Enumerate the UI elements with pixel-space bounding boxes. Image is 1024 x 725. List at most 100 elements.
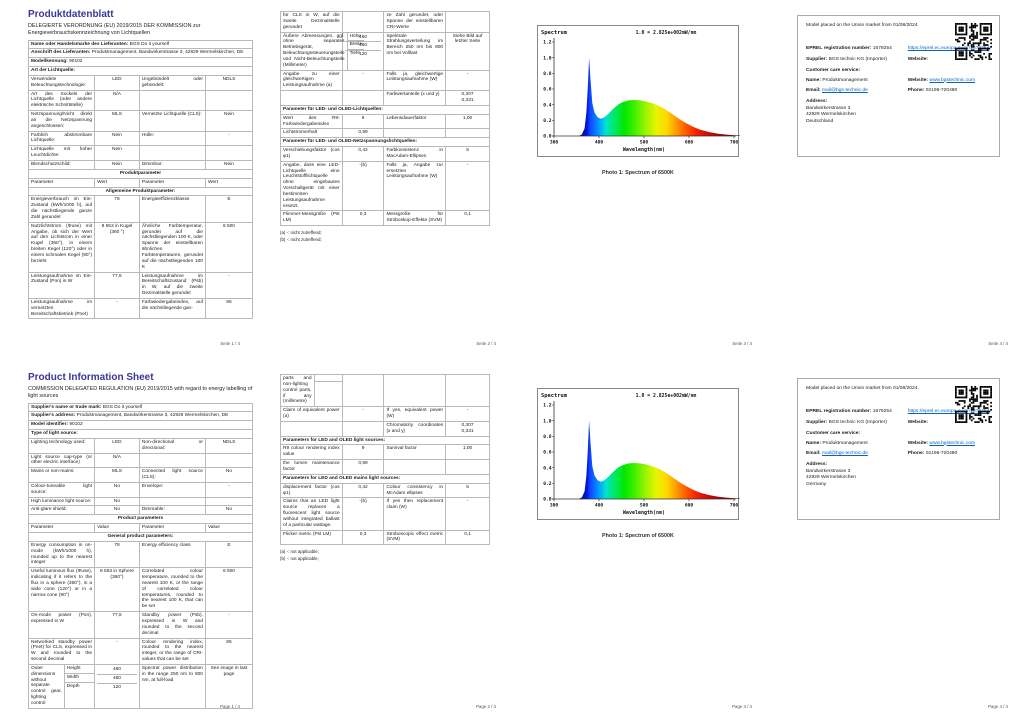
svg-text:Wavelength(nm): Wavelength(nm) xyxy=(623,147,665,153)
svg-text:1.0: 1.0 xyxy=(543,55,552,61)
table-row: Verschiebungsfaktor (cos φ1) 0,42 Farbkons… xyxy=(280,146,490,162)
footnote: (a) -: nicht zutreffend; xyxy=(280,230,322,236)
email-link[interactable]: mail@bgs-technic.de xyxy=(822,451,868,457)
eprel-number-value: 1679254 xyxy=(872,409,892,415)
svg-text:600: 600 xyxy=(685,140,694,146)
table-cell: Spektrale Strahlungsverteilung im Bereic… xyxy=(383,31,447,71)
table-cell: E xyxy=(204,195,254,223)
table-cell: LED xyxy=(94,74,140,91)
table-cell: No xyxy=(204,505,254,516)
table-cell: Wert xyxy=(204,177,254,188)
svg-text:1.0: 1.0 xyxy=(543,418,552,424)
table-cell: Stroboscopic effect metric (SVM) xyxy=(383,529,447,546)
table-cell: Äußere Abmessungen, ggf. ohne separates … xyxy=(280,31,365,71)
address-line: Bandwirkerstrasse 3 xyxy=(806,105,851,111)
page-en-4: Model placed on the Union market from 01… xyxy=(768,363,1024,725)
table-row: displacement factor (cos φ1) 0,42 Colour c… xyxy=(280,482,490,499)
table-cell: Lichtquelle mit hoher Leuchtdichte: xyxy=(27,145,96,161)
table-row: Name oder Handelsmarke des Lieferanten: … xyxy=(28,39,253,50)
footnotes-en: (a) -: not applicable; (b) -: not applic… xyxy=(280,548,490,562)
table-cell: Colour consistency in McAdam ellipses xyxy=(383,482,447,499)
svg-text:300: 300 xyxy=(550,503,559,509)
table-cell: Farbwertanteile (x und y) xyxy=(383,90,447,106)
table-cell: Farblich abstimmbare Lichtquelle: xyxy=(27,130,96,147)
phone-value: 02196-720480 xyxy=(925,451,958,457)
table-cell: Falls ja, Angabe zur ersetzten Leistungs… xyxy=(383,160,447,212)
table-cell: Nein xyxy=(94,130,140,147)
table-cell: parts and non-lighting control parts, if… xyxy=(280,373,343,408)
svg-text:300: 300 xyxy=(550,140,559,146)
table-cell: If yes, equivalent power (W) xyxy=(383,406,447,422)
svg-text:0.4: 0.4 xyxy=(543,102,552,108)
website-link[interactable]: www.bgstechnic.com xyxy=(929,440,976,446)
table-row: Äußere Abmessungen, ggf. ohne separates … xyxy=(280,31,490,71)
table-row: Flimmer-Messgröße (Pst LM) 0,3 Messgröße f… xyxy=(280,210,490,227)
table-cell: No xyxy=(94,505,140,516)
table-cell xyxy=(341,420,385,437)
table-cell: Colour rendering index, rounded to the n… xyxy=(138,637,206,665)
email-link[interactable]: mail@bgs-technic.de xyxy=(822,88,868,94)
table-cell: Farbwiedergabeindex, auf die nächstliege… xyxy=(138,297,206,320)
svg-text:600: 600 xyxy=(685,503,694,509)
eprel-info-box-de: Model placed on the Union market from 01… xyxy=(797,15,1000,157)
chart-caption: Photo 1: Spectrum of 6500K xyxy=(602,170,674,176)
table-cell: R9 colour rendering index value xyxy=(280,444,343,461)
table-cell: 5 xyxy=(445,482,490,499)
svg-text:1.0 = 2.825e+002mW/nm: 1.0 = 2.825e+002mW/nm xyxy=(636,393,697,399)
table-cell: Type of light source: xyxy=(28,429,253,439)
table-cell xyxy=(383,128,447,139)
table-row: Supplier's name or trade mark: BGS Do it… xyxy=(28,402,253,413)
table-cell: Allgemeine Produktparameter: xyxy=(28,186,253,197)
table-cell: Parameter xyxy=(138,523,206,533)
table-cell xyxy=(138,496,206,507)
table-cell: Leistungsaufnahme im Bereitschaftszustan… xyxy=(138,271,206,299)
svg-text:Wavelength(nm): Wavelength(nm) xyxy=(623,510,665,516)
table-cell xyxy=(204,89,254,112)
table-cell: Hülle: xyxy=(138,130,206,147)
table-cell: 5 xyxy=(445,146,490,162)
page-de-4: Model placed on the Union market from 01… xyxy=(768,0,1024,363)
table-row: Art des Sockels der Lichtquelle (oder an… xyxy=(27,89,254,112)
table-cell: Angabe zu einer gleichwertigen Leistungs… xyxy=(280,69,343,92)
page-number: Page 2 / 4 xyxy=(475,704,496,709)
table-cell: -(b) xyxy=(341,497,385,531)
table-cell: Art des Sockels der Lichtquelle (oder an… xyxy=(27,89,96,112)
table-cell: 9 xyxy=(341,444,385,461)
table-row: Nutzlichtstrom (Φuse) mit Angabe, ob sic… xyxy=(27,221,254,273)
table-row: Parameter Wert Parameter Wert xyxy=(27,177,254,188)
eprel-link[interactable]: https://eprel.ec.europa.eu/qr/1679254 xyxy=(907,409,990,415)
table-cell: No xyxy=(94,481,140,498)
table-cell xyxy=(445,373,490,408)
table-cell xyxy=(445,11,490,33)
table-row: Colour-tuneable light source: No Envelope:… xyxy=(27,481,254,498)
table-row: Model identifier: 90102 xyxy=(28,420,253,431)
table-cell: - xyxy=(94,637,140,665)
website-link[interactable]: www.bgstechnic.com xyxy=(929,77,976,83)
supplier-value: BGS technic KG (Importer) xyxy=(828,420,887,426)
table-cell: MLS xyxy=(94,467,140,483)
table-cell: MLS xyxy=(94,110,140,132)
table-cell: 0,3 xyxy=(341,529,385,546)
svg-text:0.2: 0.2 xyxy=(543,118,552,124)
table-cell: Non-directional or directional: xyxy=(138,437,206,454)
svg-text:0.6: 0.6 xyxy=(543,87,552,93)
table-cell: 460 460 120 xyxy=(341,31,385,71)
table-cell: 85 xyxy=(204,637,254,665)
table-row: Mains or non-mains: MLS Connected light so… xyxy=(27,467,254,483)
table-cell: 0,307 0,331 xyxy=(445,420,490,437)
table-cell: Parameter xyxy=(27,523,96,533)
website-label: Website: xyxy=(907,420,929,426)
table-cell: High luminance light source: xyxy=(27,496,96,507)
eprel-link[interactable]: https://eprel.ec.europa.eu/qr/1679254 xyxy=(907,46,990,52)
table-cell xyxy=(341,90,385,106)
table-row: Anschrift des Lieferanten: Produktmanage… xyxy=(28,48,253,59)
table-cell: On-mode power (Pon), expressed in W xyxy=(27,611,96,639)
table-cell: Energieeffizienzklasse xyxy=(138,195,206,223)
table-cell: Colour-tuneable light source: xyxy=(27,481,96,498)
table-row: Farbwertanteile (x und y) 0,307 0,331 xyxy=(280,90,490,106)
table-cell: Parameters for LED and OLED light source… xyxy=(280,435,490,446)
table-cell xyxy=(204,145,254,161)
svg-text:0.2: 0.2 xyxy=(543,481,552,487)
supplier-label: Supplier: xyxy=(806,420,828,426)
table-cell: E xyxy=(204,540,254,569)
